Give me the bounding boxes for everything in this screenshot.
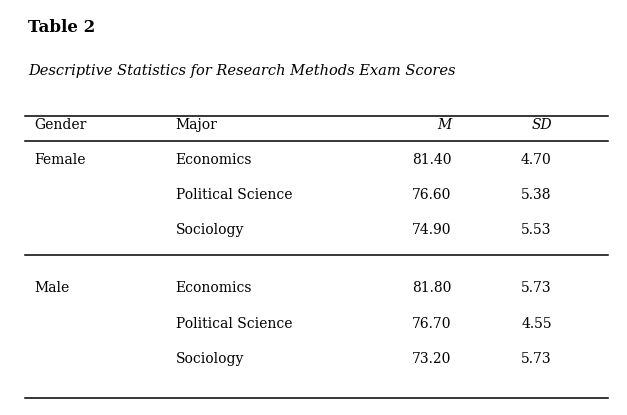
Text: 74.90: 74.90 bbox=[412, 223, 451, 237]
Text: 76.60: 76.60 bbox=[412, 188, 451, 202]
Text: Sociology: Sociology bbox=[176, 352, 244, 366]
Text: 4.70: 4.70 bbox=[521, 153, 552, 167]
Text: Economics: Economics bbox=[176, 153, 252, 167]
Text: 76.70: 76.70 bbox=[412, 317, 451, 331]
Text: Sociology: Sociology bbox=[176, 223, 244, 237]
Text: 4.55: 4.55 bbox=[521, 317, 552, 331]
Text: Table 2: Table 2 bbox=[28, 19, 95, 36]
Text: Male: Male bbox=[34, 281, 70, 295]
Text: 81.40: 81.40 bbox=[412, 153, 451, 167]
Text: 5.73: 5.73 bbox=[521, 352, 552, 366]
Text: Major: Major bbox=[176, 117, 218, 132]
Text: Political Science: Political Science bbox=[176, 188, 292, 202]
Text: Gender: Gender bbox=[34, 117, 87, 132]
Text: Female: Female bbox=[34, 153, 86, 167]
Text: Political Science: Political Science bbox=[176, 317, 292, 331]
Text: 5.73: 5.73 bbox=[521, 281, 552, 295]
Text: 5.53: 5.53 bbox=[521, 223, 552, 237]
Text: 5.38: 5.38 bbox=[521, 188, 552, 202]
Text: 81.80: 81.80 bbox=[412, 281, 451, 295]
Text: 73.20: 73.20 bbox=[412, 352, 451, 366]
Text: Descriptive Statistics for Research Methods Exam Scores: Descriptive Statistics for Research Meth… bbox=[28, 64, 456, 78]
Text: Economics: Economics bbox=[176, 281, 252, 295]
Text: SD: SD bbox=[531, 117, 552, 132]
Text: M: M bbox=[437, 117, 451, 132]
